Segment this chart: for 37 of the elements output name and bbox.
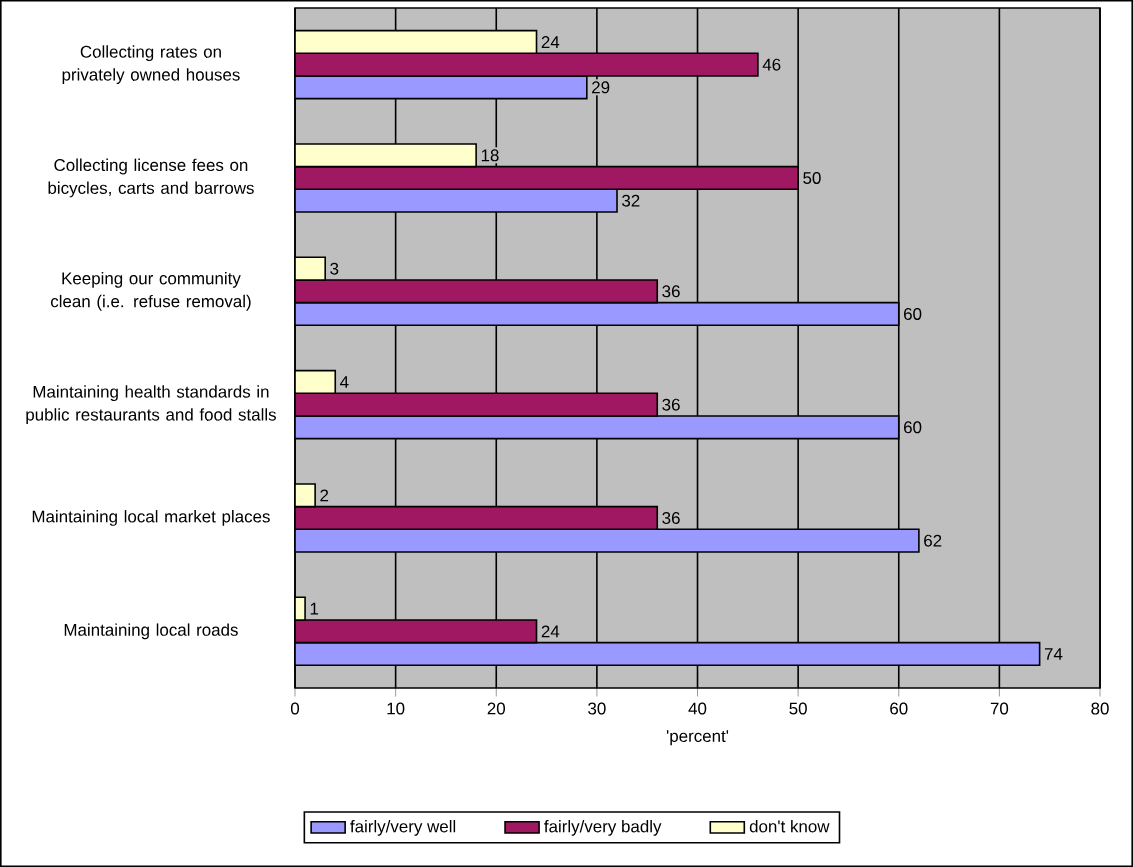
x-tick-label: 80 <box>1091 702 1109 715</box>
legend-label: don't know <box>749 819 830 833</box>
legend-label: fairly/very well <box>350 819 456 836</box>
data-label: 36 <box>662 285 680 298</box>
data-label: 29 <box>592 81 610 94</box>
y-tick-label: Maintaining local market places <box>32 510 270 526</box>
x-tick-label: 70 <box>990 702 1009 715</box>
x-tick-label: 0 <box>290 702 300 715</box>
data-label: 32 <box>622 194 640 207</box>
data-label: 24 <box>541 625 560 638</box>
x-tick-label: 20 <box>487 702 506 715</box>
data-label: 60 <box>904 308 922 320</box>
x-tick-label: 60 <box>890 702 908 715</box>
data-label: 2 <box>320 489 329 502</box>
data-label: 74 <box>1044 648 1063 660</box>
y-tick-label: Keeping our community clean (i.e. refuse removal) <box>50 271 251 311</box>
y-tick-label: Collecting license fees on bicycles, carts and barrows <box>48 158 254 198</box>
y-tick-label: Maintaining local roads <box>64 623 238 640</box>
x-tick-label: 50 <box>789 702 807 715</box>
data-label: 3 <box>330 262 339 275</box>
data-label: 46 <box>762 58 781 71</box>
x-tick-label: 40 <box>688 702 707 715</box>
data-label: 4 <box>340 376 349 388</box>
data-label: 62 <box>924 534 942 547</box>
x-tick-label: 10 <box>387 702 405 715</box>
data-label: 36 <box>662 398 680 411</box>
y-tick-label: Collecting rates on privately owned houses <box>62 45 240 84</box>
data-label: 1 <box>310 602 319 615</box>
x-axis-title: 'percent' <box>666 730 729 746</box>
data-label: 60 <box>904 421 922 434</box>
data-label: 36 <box>662 512 680 524</box>
legend-label: fairly/very badly <box>544 819 662 836</box>
y-tick-label: Maintaining health standards in public restaurants and food stalls <box>26 385 276 424</box>
data-label: 18 <box>481 149 499 162</box>
data-label: 24 <box>541 36 560 48</box>
data-label: 50 <box>803 172 821 184</box>
x-tick-label: 30 <box>588 702 606 715</box>
